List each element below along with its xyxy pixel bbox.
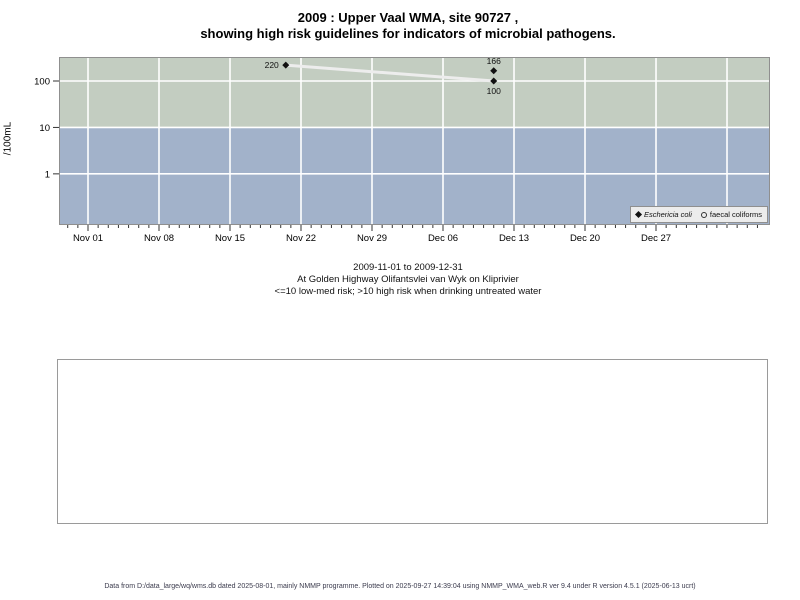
page-title-line1: 2009 : Upper Vaal WMA, site 90727 , <box>297 10 519 25</box>
page-title: 2009 : Upper Vaal WMA, site 90727 , show… <box>16 10 800 42</box>
open-circle-icon <box>700 211 707 218</box>
x-tick-label: Nov 01 <box>73 233 103 244</box>
y-tick-label: 10 <box>39 123 50 134</box>
filled-diamond-icon <box>634 210 642 219</box>
series-line <box>285 63 494 83</box>
x-tick-label: Nov 22 <box>286 233 316 244</box>
legend-item-ecoli: Eschericia coli <box>634 210 692 219</box>
subtitle-risk-guideline: <=10 low-med risk; >10 high risk when dr… <box>274 286 542 297</box>
risk-band-high <box>59 57 770 128</box>
legend-label-faecal: faecal coliforms <box>709 210 762 219</box>
plot-border <box>59 57 770 225</box>
series-layer: 220 100 166 <box>265 56 501 96</box>
data-point <box>490 77 498 85</box>
chart-plot: 100 10 1 Nov 01 Nov 08 Nov 15 Nov 22 Nov 29 Dec … <box>34 56 770 244</box>
point-label: 166 <box>487 56 501 66</box>
x-tick-label: Dec 20 <box>570 233 600 244</box>
x-tick-label: Nov 15 <box>215 233 245 244</box>
y-tick-label: 1 <box>45 169 50 180</box>
point-label: 220 <box>265 60 279 70</box>
chart: 100 10 1 Nov 01 Nov 08 Nov 15 Nov 22 Nov 29 Dec … <box>0 0 800 250</box>
x-tick-label: Dec 13 <box>499 233 529 244</box>
data-point <box>490 67 498 75</box>
point-label: 100 <box>487 86 501 96</box>
x-tick-label: Dec 06 <box>428 233 458 244</box>
y-tick-label: 100 <box>34 77 50 88</box>
legend-item-faecal: faecal coliforms <box>700 210 762 219</box>
legend-label-ecoli: Eschericia coli <box>643 210 692 219</box>
subtitle-site-description: At Golden Highway Olifantsvlei van Wyk o… <box>297 274 519 285</box>
y-axis-title: /100mL <box>2 121 14 156</box>
empty-panel <box>57 359 768 524</box>
legend: Eschericia coli faecal coliforms <box>629 206 768 223</box>
x-tick-label: Nov 29 <box>357 233 387 244</box>
page-title-line2: showing high risk guidelines for indicat… <box>200 26 616 41</box>
data-point <box>282 61 290 69</box>
footer-note: Data from D:/data_large/wq/wms.db dated … <box>104 583 696 590</box>
x-tick-label: Dec 27 <box>641 233 671 244</box>
x-tick-label: Nov 08 <box>144 233 174 244</box>
chart-subtitle: 2009-11-01 to 2009-12-31 At Golden Highw… <box>16 262 800 298</box>
subtitle-date-range: 2009-11-01 to 2009-12-31 <box>353 262 463 273</box>
